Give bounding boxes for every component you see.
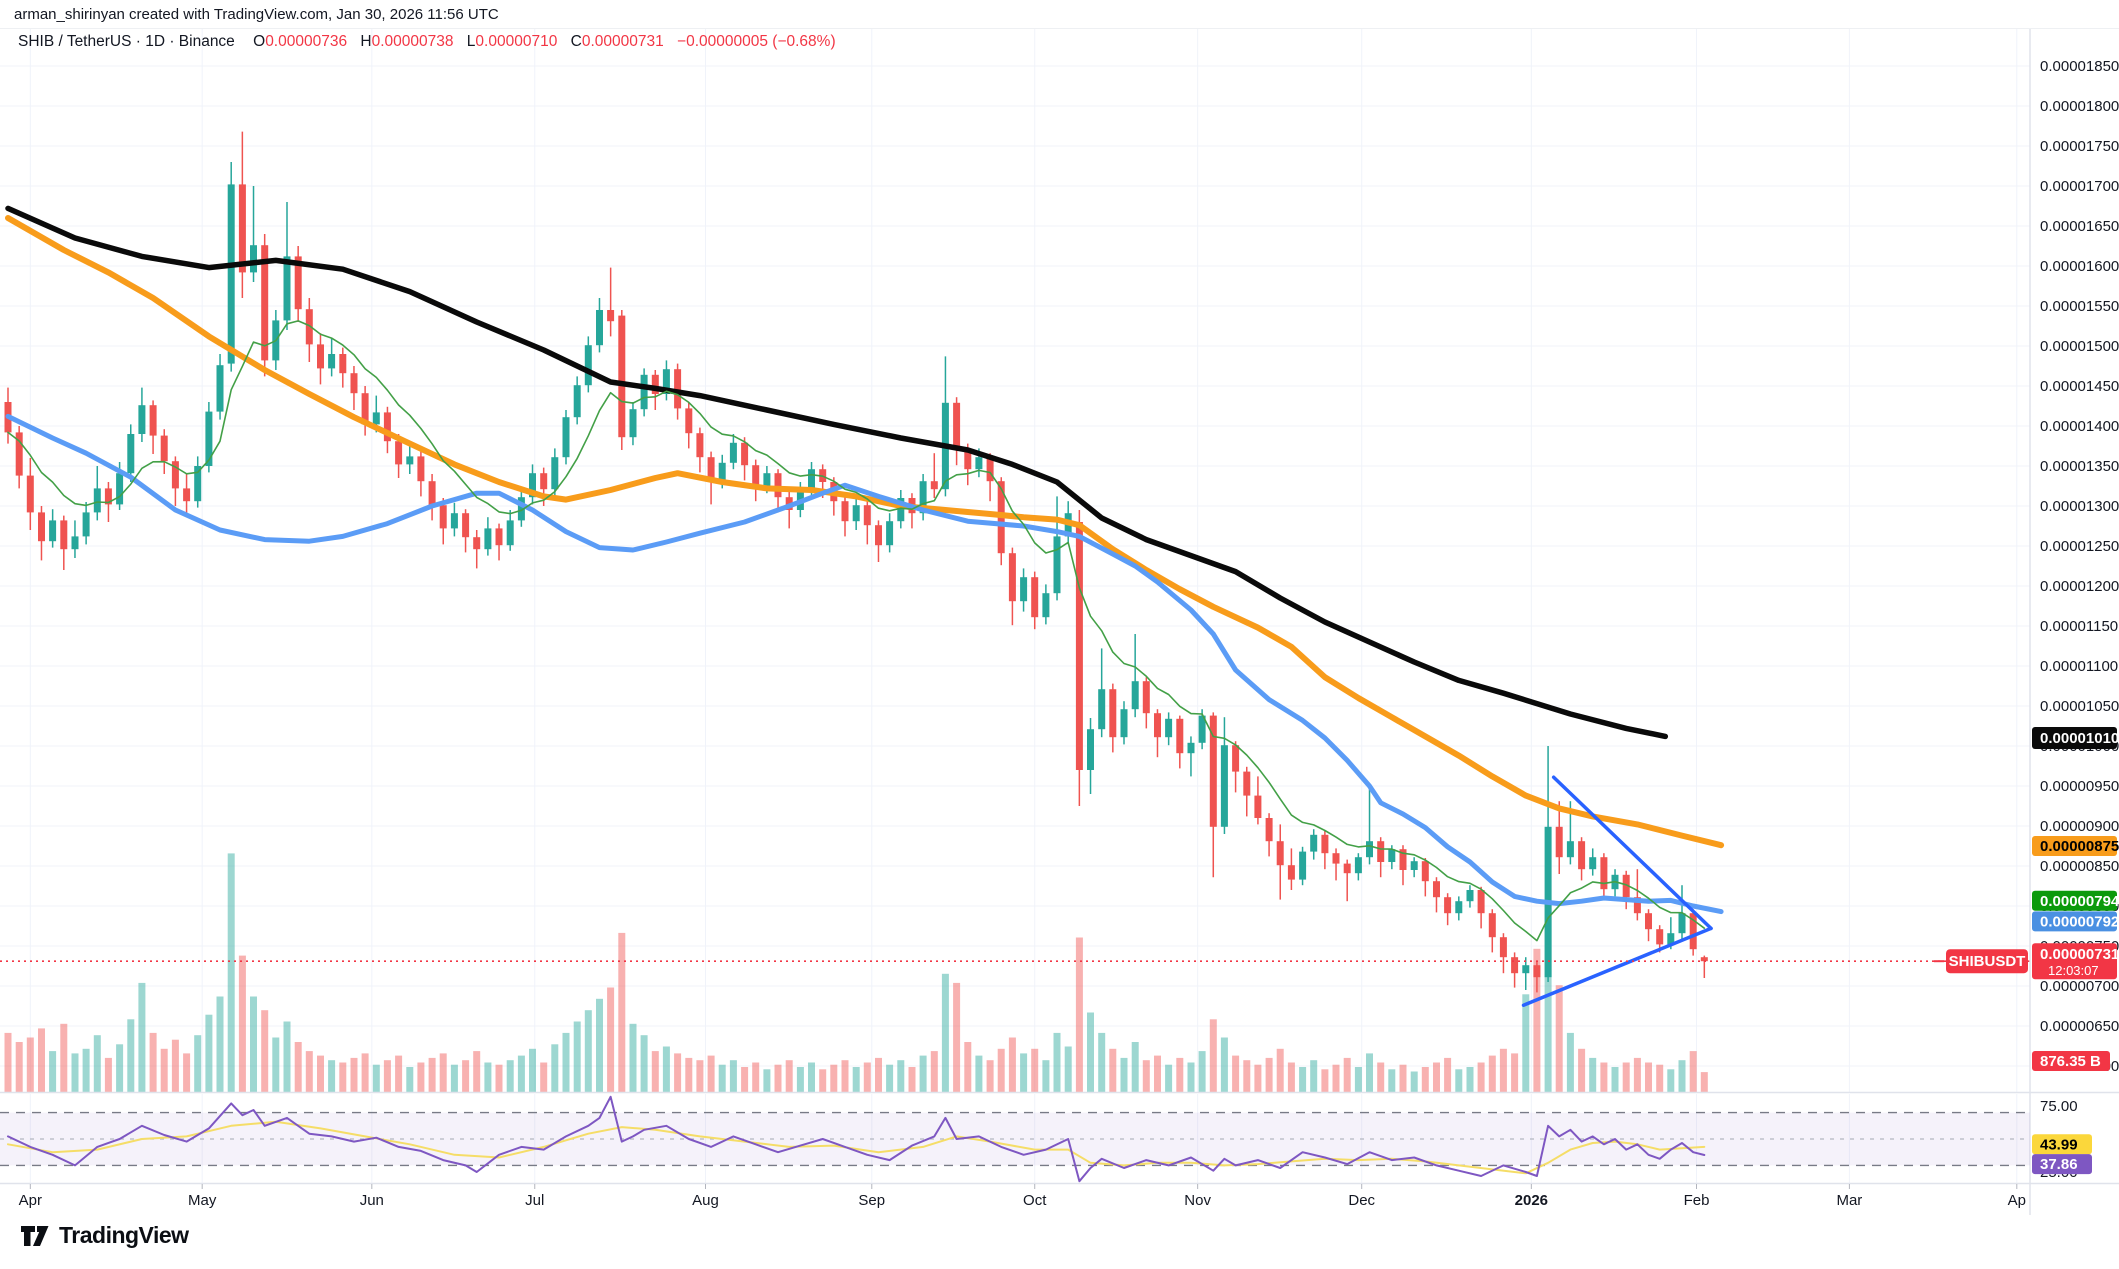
svg-text:0.00000875: 0.00000875	[2040, 838, 2119, 855]
ma-line-sma-100	[5, 215, 1725, 849]
attribution-text: arman_shirinyan created with TradingView…	[14, 6, 499, 23]
volume-value-tag: 876.35 B	[2032, 1051, 2110, 1071]
svg-text:0.00001300: 0.00001300	[2040, 498, 2119, 515]
svg-text:0.00001010: 0.00001010	[2040, 730, 2119, 747]
grid-lines	[0, 28, 2030, 1183]
ohlc-low: L0.00000710	[466, 33, 558, 50]
price-axis-labels[interactable]: 0.00001850 0.00001800 0.00001750 0.00001700…	[2040, 58, 2119, 1181]
svg-text:2026: 2026	[1515, 1192, 1548, 1209]
svg-text:0.00001850: 0.00001850	[2040, 58, 2119, 75]
svg-text:0.00000900: 0.00000900	[2040, 818, 2119, 835]
svg-text:0.00001150: 0.00001150	[2040, 618, 2118, 635]
symbol-price-tag: SHIBUSDT	[1934, 949, 2028, 974]
svg-text:0.00001550: 0.00001550	[2040, 298, 2119, 315]
candlesticks	[4, 131, 1708, 993]
svg-text:876.35 B: 876.35 B	[2040, 1053, 2101, 1070]
svg-text:Mar: Mar	[1836, 1192, 1862, 1209]
svg-text:Dec: Dec	[1348, 1192, 1375, 1209]
svg-text:0.00000731: 0.00000731	[2040, 946, 2119, 963]
price-tag-0.00000792: 0.00000792	[2032, 911, 2119, 932]
rsi-tag-43.99: 43.99	[2032, 1134, 2092, 1155]
rsi-tag-37.86: 37.86	[2032, 1154, 2092, 1175]
svg-text:0.00001700: 0.00001700	[2040, 178, 2119, 195]
svg-text:0.00000950: 0.00000950	[2040, 778, 2119, 795]
svg-text:SHIBUSDT: SHIBUSDT	[1949, 953, 2026, 970]
ma-line-sma-50	[5, 413, 1724, 915]
svg-text:Apr: Apr	[19, 1192, 42, 1209]
svg-text:0.00001450: 0.00001450	[2040, 378, 2119, 395]
svg-text:Sep: Sep	[858, 1192, 885, 1209]
svg-text:0.00000794: 0.00000794	[2040, 893, 2119, 910]
svg-text:Jul: Jul	[525, 1192, 544, 1209]
ohlc-change: −0.00000005 (−0.68%)	[677, 33, 836, 50]
svg-text:0.00001750: 0.00001750	[2040, 138, 2119, 155]
ma-line-sma-200	[5, 205, 1669, 740]
svg-text:0.00001400: 0.00001400	[2040, 418, 2119, 435]
svg-text:0.00000792: 0.00000792	[2040, 913, 2119, 930]
ohlc-high: H0.00000738	[360, 33, 454, 50]
svg-text:0.00001100: 0.00001100	[2040, 658, 2118, 675]
ohlc-open: O0.00000736	[253, 33, 348, 50]
svg-text:0.00001200: 0.00001200	[2040, 578, 2119, 595]
tradingview-logo-icon	[21, 1225, 49, 1246]
svg-text:0.00000700: 0.00000700	[2040, 978, 2119, 995]
svg-text:43.99: 43.99	[2040, 1136, 2078, 1153]
svg-text:0.00001350: 0.00001350	[2040, 458, 2119, 475]
svg-text:0.00001650: 0.00001650	[2040, 218, 2119, 235]
attribution-bar: arman_shirinyan created with TradingView…	[0, 0, 2119, 29]
tradingview-logo-text: TradingView	[59, 1222, 189, 1248]
svg-text:Oct: Oct	[1023, 1192, 1047, 1209]
rsi-pane	[0, 1095, 2030, 1183]
svg-text:Feb: Feb	[1684, 1192, 1710, 1209]
pane-separators[interactable]	[0, 1091, 2119, 1185]
svg-text:Aug: Aug	[692, 1192, 719, 1209]
symbol-legend: SHIB / TetherUS · 1D · Binance O0.000007…	[18, 33, 836, 51]
svg-text:0.00001600: 0.00001600	[2040, 258, 2119, 275]
svg-text:0.00000650: 0.00000650	[2040, 1018, 2119, 1035]
triangle-drawing[interactable]	[1521, 775, 1713, 1007]
symbol-title[interactable]: SHIB / TetherUS · 1D · Binance	[18, 33, 235, 50]
svg-text:Jun: Jun	[360, 1192, 384, 1209]
ma-line-ema-21	[7, 320, 1706, 942]
svg-text:37.86: 37.86	[2040, 1156, 2078, 1173]
svg-text:Nov: Nov	[1184, 1192, 1211, 1209]
time-axis[interactable]: Apr May Jun Jul Aug Sep Oct Nov Dec 2026 Feb Mar Ap	[19, 1184, 2026, 1209]
svg-text:Ap: Ap	[2008, 1192, 2026, 1209]
svg-text:0.00001250: 0.00001250	[2040, 538, 2119, 555]
svg-text:0.00001050: 0.00001050	[2040, 698, 2119, 715]
svg-text:May: May	[188, 1192, 217, 1209]
volume-bars	[4, 853, 1708, 1092]
svg-text:75.00: 75.00	[2040, 1098, 2078, 1115]
price-tag-0.00001010: 0.00001010	[2032, 727, 2119, 749]
svg-text:0.00000850: 0.00000850	[2040, 858, 2119, 875]
svg-text:12:03:07: 12:03:07	[2048, 963, 2099, 978]
ohlc-close: C0.00000731	[570, 33, 664, 50]
tradingview-logo[interactable]: TradingView	[20, 1222, 189, 1249]
price-tag-0.00000875: 0.00000875	[2032, 836, 2119, 856]
svg-text:0.00001800: 0.00001800	[2040, 98, 2119, 115]
price-tag-0.00000794: 0.00000794	[2032, 890, 2119, 911]
svg-text:0.00001500: 0.00001500	[2040, 338, 2119, 355]
